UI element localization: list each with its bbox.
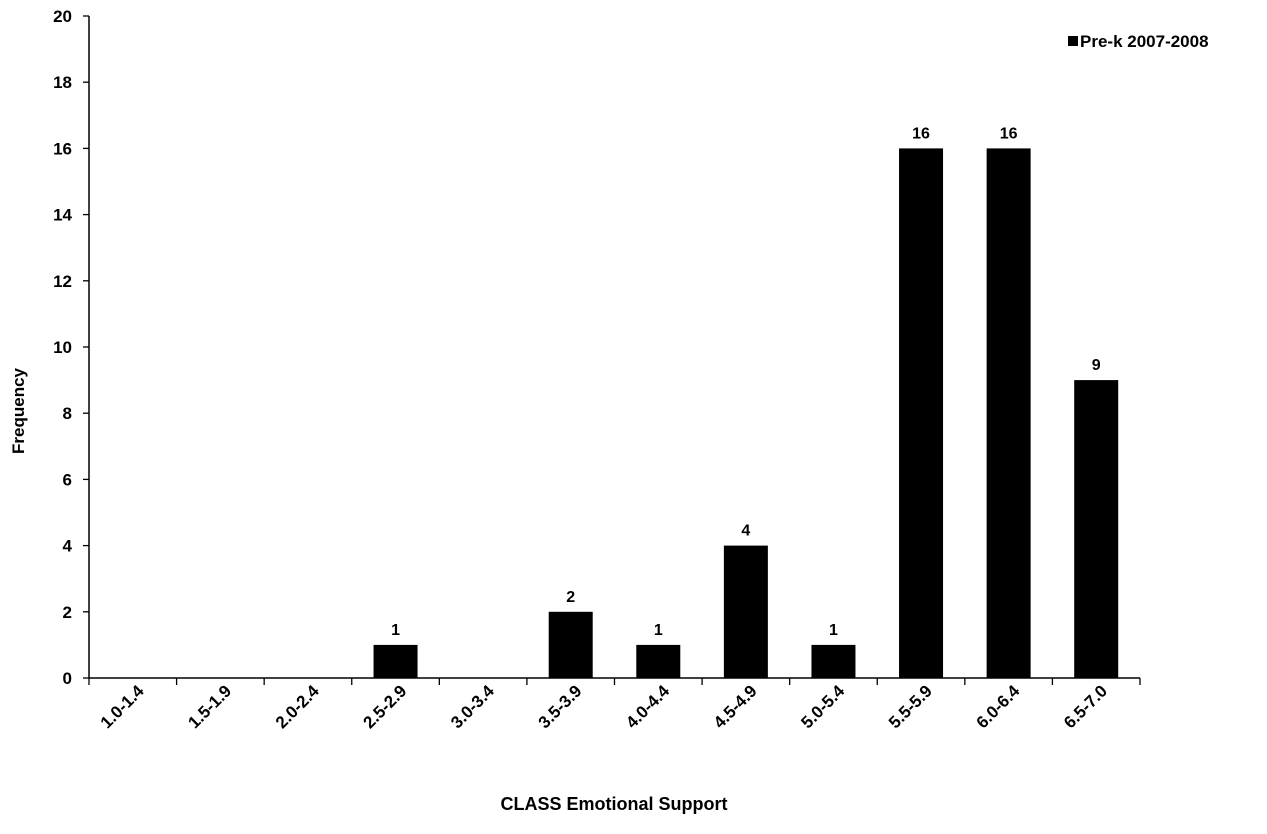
- y-tick-label: 20: [53, 7, 72, 26]
- bar-data-label: 9: [1092, 357, 1101, 374]
- x-tick-label: 1.0-1.4: [97, 681, 148, 732]
- bar-data-label: 1: [654, 622, 663, 639]
- bar: [548, 611, 593, 678]
- bar: [373, 644, 418, 678]
- bar: [1074, 380, 1119, 678]
- bar: [986, 148, 1031, 678]
- y-axis-ticks: 0 2 4 6 8 10 12 14 16 18 20: [53, 7, 89, 688]
- y-tick-label: 8: [63, 404, 72, 423]
- y-tick-label: 2: [63, 603, 72, 622]
- y-tick-label: 6: [63, 470, 72, 489]
- x-tick-label: 3.5-3.9: [535, 681, 586, 732]
- data-labels-group: 1 2 1 4 1 16 16 9: [391, 125, 1101, 639]
- bar-data-label: 1: [829, 622, 838, 639]
- bar: [899, 148, 944, 678]
- x-axis-title: CLASS Emotional Support: [501, 794, 728, 814]
- x-tick-label: 4.0-4.4: [622, 681, 673, 732]
- x-tick-label: 5.5-5.9: [885, 681, 936, 732]
- bar-data-label: 16: [912, 125, 930, 142]
- y-tick-label: 10: [53, 338, 72, 357]
- x-tick-label: 3.0-3.4: [447, 681, 498, 732]
- y-tick-label: 14: [53, 206, 72, 225]
- bar: [811, 644, 856, 678]
- legend-label: Pre-k 2007-2008: [1080, 32, 1209, 51]
- x-tick-label: 6.5-7.0: [1060, 681, 1111, 732]
- bar-data-label: 4: [741, 523, 750, 540]
- bars-group: [373, 148, 1119, 678]
- bar-data-label: 16: [1000, 125, 1018, 142]
- x-tick-label: 1.5-1.9: [184, 681, 235, 732]
- y-tick-label: 4: [63, 537, 73, 556]
- bar: [636, 644, 681, 678]
- y-axis-title: Frequency: [9, 367, 28, 454]
- bar-data-label: 1: [391, 622, 400, 639]
- legend-swatch: [1068, 36, 1078, 46]
- bar-data-label: 2: [566, 589, 575, 606]
- y-tick-label: 0: [63, 669, 72, 688]
- y-tick-label: 12: [53, 272, 72, 291]
- x-tick-label: 4.5-4.9: [710, 681, 761, 732]
- legend: Pre-k 2007-2008: [1068, 32, 1209, 51]
- y-tick-label: 18: [53, 73, 72, 92]
- x-axis-ticks: 1.0-1.4 1.5-1.9 2.0-2.4 2.5-2.9 3.0-3.4 3.5-3…: [88, 678, 1141, 732]
- bar: [723, 545, 768, 678]
- x-tick-label: 6.0-6.4: [973, 681, 1024, 732]
- x-tick-label: 2.0-2.4: [272, 681, 323, 732]
- y-tick-label: 16: [53, 139, 72, 158]
- x-tick-label: 5.0-5.4: [797, 681, 848, 732]
- x-tick-label: 2.5-2.9: [360, 681, 411, 732]
